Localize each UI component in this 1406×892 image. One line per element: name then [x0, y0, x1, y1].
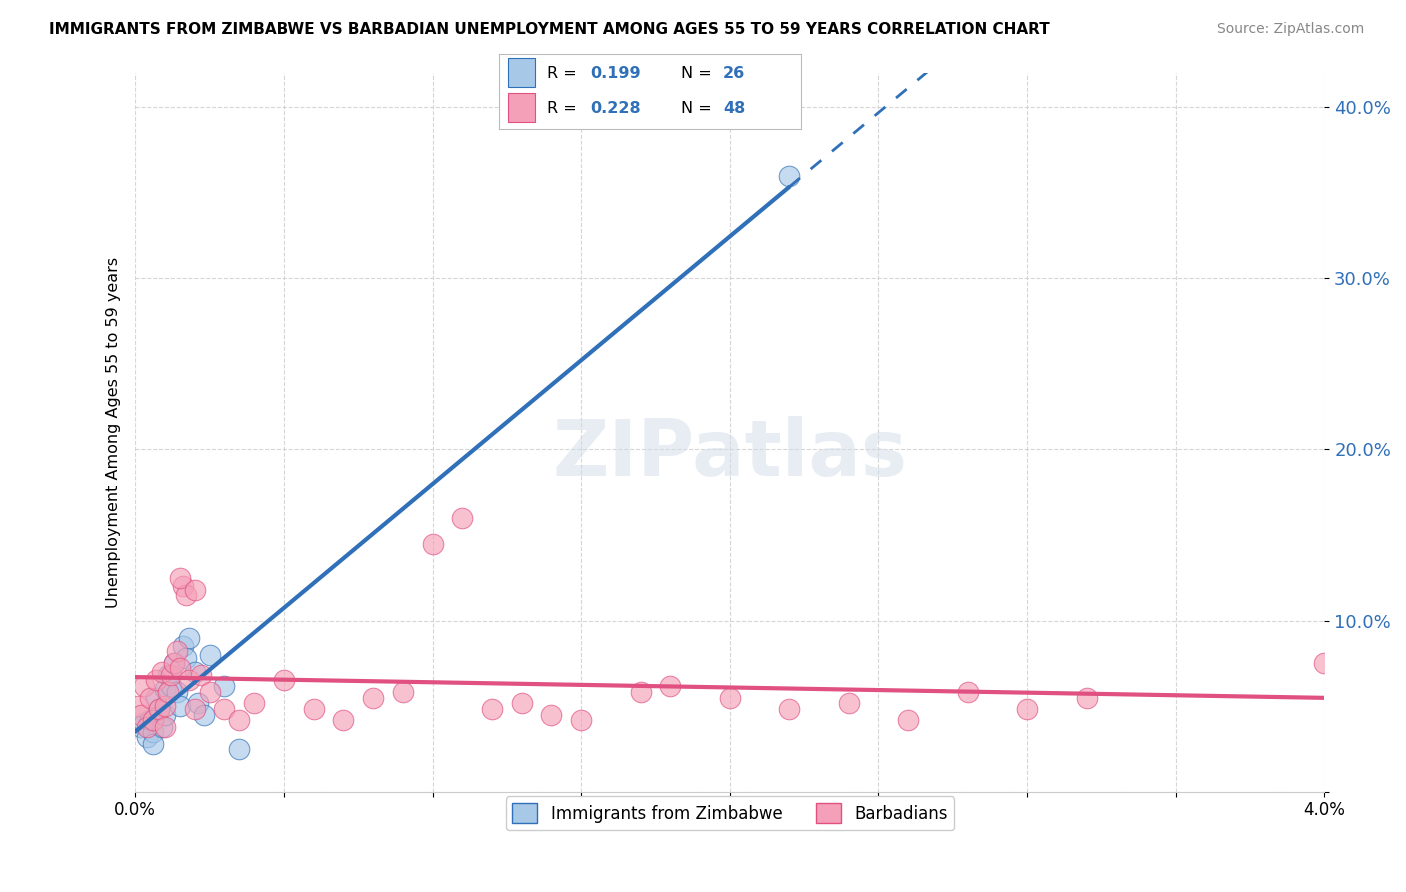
- Point: [166, 685, 188, 699]
- Point: [153, 681, 176, 696]
- Text: 0.228: 0.228: [591, 101, 641, 116]
- Point: [659, 679, 682, 693]
- Point: [778, 169, 800, 183]
- Point: [134, 679, 156, 693]
- Point: [214, 679, 236, 693]
- Point: [214, 702, 236, 716]
- Point: [145, 673, 167, 688]
- Point: [142, 737, 165, 751]
- Point: [422, 536, 444, 550]
- Point: [160, 668, 183, 682]
- Point: [134, 716, 156, 731]
- Point: [156, 668, 179, 682]
- Point: [172, 639, 194, 653]
- Point: [150, 665, 173, 679]
- Point: [169, 571, 191, 585]
- Point: [1017, 702, 1039, 716]
- Point: [392, 685, 415, 699]
- Point: [166, 644, 188, 658]
- Text: N =: N =: [681, 66, 717, 81]
- Y-axis label: Unemployment Among Ages 55 to 59 years: Unemployment Among Ages 55 to 59 years: [107, 257, 121, 607]
- Point: [177, 673, 200, 688]
- Text: 26: 26: [723, 66, 745, 81]
- FancyBboxPatch shape: [508, 93, 536, 122]
- Point: [540, 707, 562, 722]
- Point: [228, 742, 250, 756]
- Point: [273, 673, 295, 688]
- Point: [139, 690, 162, 705]
- Point: [160, 679, 183, 693]
- Point: [897, 713, 920, 727]
- Point: [129, 720, 152, 734]
- Point: [142, 724, 165, 739]
- Point: [129, 707, 152, 722]
- Point: [184, 665, 207, 679]
- Point: [190, 668, 212, 682]
- Point: [163, 657, 186, 671]
- Point: [153, 720, 176, 734]
- Point: [228, 713, 250, 727]
- Point: [169, 699, 191, 714]
- Text: IMMIGRANTS FROM ZIMBABWE VS BARBADIAN UNEMPLOYMENT AMONG AGES 55 TO 59 YEARS COR: IMMIGRANTS FROM ZIMBABWE VS BARBADIAN UN…: [49, 22, 1050, 37]
- Point: [302, 702, 325, 716]
- Point: [569, 713, 592, 727]
- Point: [838, 696, 860, 710]
- Point: [1313, 657, 1336, 671]
- Point: [153, 707, 176, 722]
- Point: [153, 699, 176, 714]
- Point: [169, 661, 191, 675]
- Point: [148, 702, 170, 716]
- Text: 0.199: 0.199: [591, 66, 641, 81]
- Point: [187, 696, 209, 710]
- Point: [332, 713, 354, 727]
- Point: [510, 696, 533, 710]
- Point: [198, 685, 221, 699]
- Point: [193, 707, 215, 722]
- Point: [243, 696, 266, 710]
- Point: [174, 651, 197, 665]
- Point: [136, 720, 159, 734]
- Point: [956, 685, 979, 699]
- Point: [163, 657, 186, 671]
- Point: [1076, 690, 1098, 705]
- Point: [184, 582, 207, 597]
- Point: [451, 511, 474, 525]
- Text: ZIPatlas: ZIPatlas: [553, 416, 907, 491]
- Point: [198, 648, 221, 662]
- FancyBboxPatch shape: [508, 58, 536, 87]
- Point: [718, 690, 741, 705]
- Text: Source: ZipAtlas.com: Source: ZipAtlas.com: [1216, 22, 1364, 37]
- Text: R =: R =: [547, 66, 582, 81]
- Point: [361, 690, 384, 705]
- Point: [174, 588, 197, 602]
- Point: [184, 702, 207, 716]
- Text: 48: 48: [723, 101, 745, 116]
- Point: [127, 699, 149, 714]
- Point: [136, 730, 159, 744]
- Point: [481, 702, 503, 716]
- Point: [778, 702, 800, 716]
- Point: [177, 631, 200, 645]
- Point: [139, 713, 162, 727]
- Point: [142, 713, 165, 727]
- Point: [148, 702, 170, 716]
- Point: [150, 720, 173, 734]
- Point: [172, 579, 194, 593]
- Point: [145, 690, 167, 705]
- Point: [156, 685, 179, 699]
- Legend: Immigrants from Zimbabwe, Barbadians: Immigrants from Zimbabwe, Barbadians: [506, 797, 955, 830]
- Text: R =: R =: [547, 101, 582, 116]
- Point: [630, 685, 652, 699]
- Text: N =: N =: [681, 101, 717, 116]
